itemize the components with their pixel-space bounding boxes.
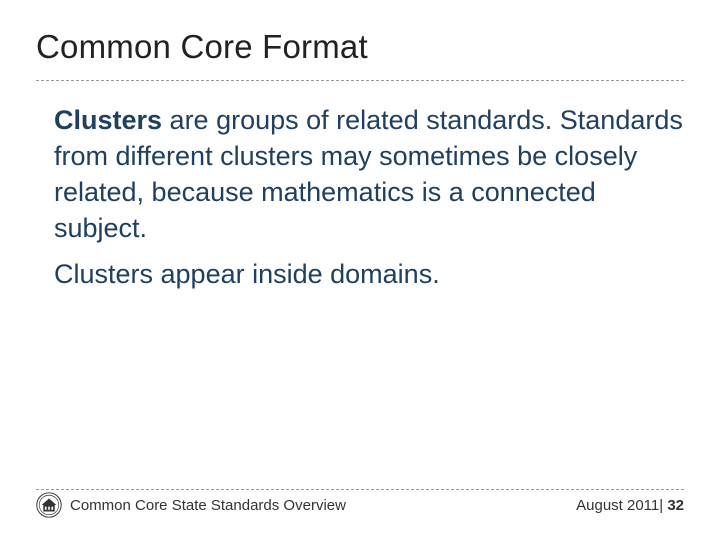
paragraph-2: Clusters appear inside domains. — [40, 257, 684, 293]
footer-left-text: Common Core State Standards Overview — [70, 497, 346, 514]
footer-date: August 2011| — [576, 497, 667, 514]
page-number: 32 — [667, 497, 684, 514]
footer-right: August 2011| 32 — [576, 497, 684, 514]
footer-divider — [36, 489, 684, 490]
slide-body: Clusters are groups of related standards… — [36, 81, 684, 293]
footer-left: Common Core State Standards Overview — [36, 492, 346, 518]
clusters-bold-lead: Clusters — [54, 105, 162, 135]
slide: Common Core Format Clusters are groups o… — [0, 0, 720, 540]
slide-footer: Common Core State Standards Overview Aug… — [36, 492, 684, 518]
paragraph-1: Clusters are groups of related standards… — [40, 103, 684, 247]
slide-title: Common Core Format — [36, 28, 684, 81]
seal-icon — [36, 492, 62, 518]
